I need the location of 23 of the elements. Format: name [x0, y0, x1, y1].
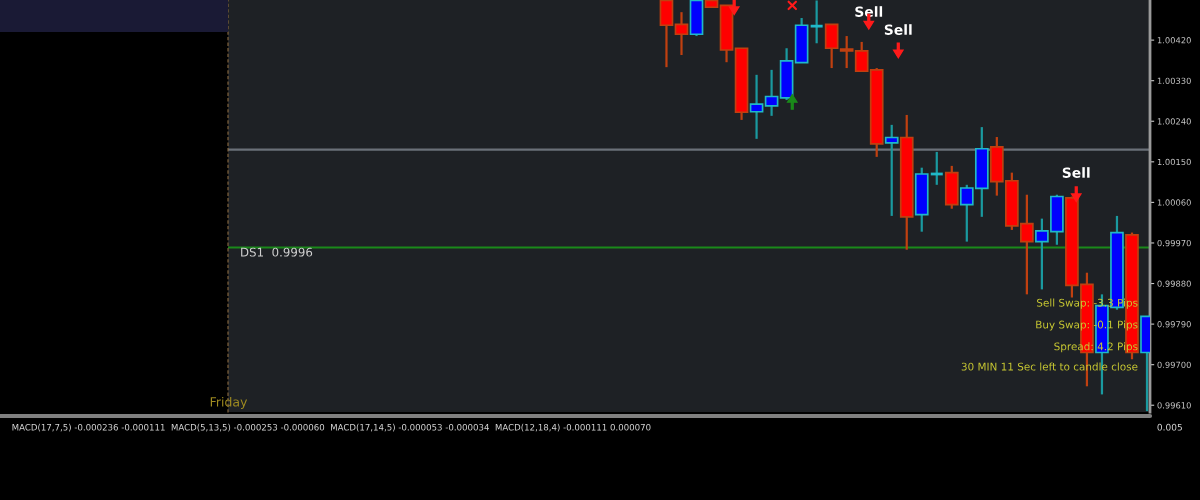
y-tick-label: 1.00240: [1157, 118, 1191, 125]
y-tick-label: 1.00060: [1157, 199, 1191, 206]
candlestick: [764, 68, 779, 117]
y-tick-label: 0.99700: [1157, 361, 1191, 368]
candlestick: [674, 11, 689, 57]
candlestick: [749, 73, 764, 140]
y-tick-label: 0.99880: [1157, 280, 1191, 287]
candlestick: [824, 23, 839, 70]
annotation: Sell: [1062, 167, 1090, 178]
y-tick-label: 1.00330: [1157, 77, 1191, 84]
text: MACD(17,7,5) -0.000236 -0.000111 MACD(5,13,5) -0.000253 -0.000060 MACD(17,14,5) -0.000053 -0.000034 MACD(12,18,4) -0.000111 0.000070: [12, 423, 651, 432]
text: 0.005: [1157, 423, 1182, 431]
y-tick-label: 1.00420: [1157, 37, 1191, 44]
y-tick-label: 0.99970: [1157, 239, 1191, 247]
candlestick: [884, 123, 899, 218]
ref-line-label: DS1 0.9996: [241, 247, 313, 257]
annotation: Sell: [855, 6, 883, 17]
y-tick-label: 1.00150: [1157, 158, 1191, 166]
text: Friday: [210, 396, 248, 409]
annotation: Sell: [884, 24, 912, 35]
y-tick-label: 0.99790: [1157, 321, 1191, 328]
candlestick: [809, 0, 825, 45]
y-tick-label: 0.99610: [1157, 402, 1191, 409]
